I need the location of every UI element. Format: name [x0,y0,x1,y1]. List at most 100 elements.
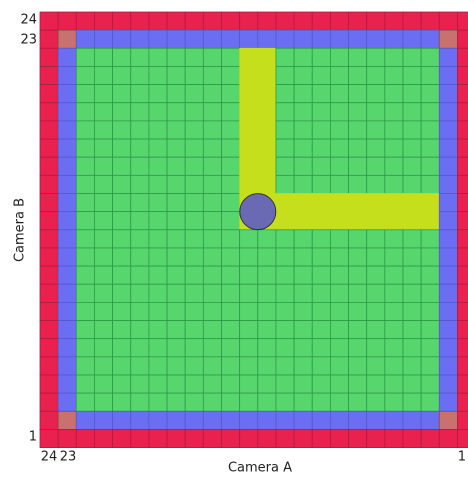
floor-cell [184,356,204,376]
wall-cell [202,429,222,449]
wall-cell [457,283,468,303]
floor-cell [148,247,168,267]
floor-cell [221,47,241,67]
wall-cell [39,120,59,140]
y-tick-label: 24 [20,13,37,28]
wall-cell [457,156,468,176]
wall-cell [39,301,59,321]
floor-cell [221,229,241,249]
floor-cell [348,138,368,158]
wall-cell [39,138,59,158]
border-cell [57,156,77,176]
x-tick-label: 1 [458,450,466,465]
border-cell [438,156,458,176]
path-cell [257,66,277,85]
floor-cell [221,102,241,122]
floor-cell [130,247,150,267]
floor-cell [221,174,241,194]
floor-cell [148,47,168,67]
floor-cell [221,66,241,85]
floor-cell [184,102,204,122]
floor-cell [148,356,168,376]
border-cell [438,247,458,267]
border-cell [94,29,113,49]
border-cell [184,29,204,49]
floor-cell [94,374,113,394]
floor-cell [257,392,277,412]
border-cell [57,84,77,104]
floor-cell [112,193,132,213]
floor-cell [75,392,95,412]
floor-cell [384,66,404,85]
floor-cell [130,138,150,158]
wall-cell [457,174,468,194]
floor-cell [293,84,313,104]
wall-cell [39,356,59,376]
floor-cell [202,120,222,140]
floor-cell [221,84,241,104]
floor-cell [112,102,132,122]
floor-cell [366,338,386,358]
floor-cell [366,229,386,249]
floor-cell [384,47,404,67]
floor-cell [221,156,241,176]
floor-cell [329,120,349,140]
floor-cell [329,338,349,358]
wall-cell [39,174,59,194]
floor-cell [184,138,204,158]
floor-cell [75,120,95,140]
floor-cell [94,338,113,358]
border-cell [402,410,422,430]
floor-cell [75,84,95,104]
floor-cell [384,301,404,321]
floor-cell [112,301,132,321]
floor-cell [75,193,95,213]
floor-cell [329,301,349,321]
floor-cell [275,120,295,140]
floor-cell [148,84,168,104]
floor-cell [420,338,440,358]
floor-cell [311,138,331,158]
floor-cell [239,392,259,412]
floor-cell [112,211,132,231]
wall-cell [39,66,59,85]
floor-cell [202,356,222,376]
floor-cell [112,120,132,140]
floor-cell [221,211,241,231]
floor-cell [221,356,241,376]
wall-cell [257,11,277,31]
floor-cell [257,247,277,267]
floor-cell [184,66,204,85]
floor-cell [112,156,132,176]
border-cell [348,29,368,49]
wall-cell [184,11,204,31]
border-cell [57,320,77,340]
floor-cell [366,301,386,321]
corner-cell [57,29,77,49]
wall-cell [166,429,186,449]
floor-cell [184,193,204,213]
floor-cell [293,283,313,303]
border-cell [438,120,458,140]
border-cell [202,410,222,430]
floor-cell [366,84,386,104]
floor-cell [239,229,259,249]
floor-cell [184,320,204,340]
floor-cell [130,174,150,194]
floor-cell [202,374,222,394]
floor-cell [184,174,204,194]
floor-cell [311,374,331,394]
floor-cell [329,138,349,158]
path-cell [239,66,259,85]
floor-cell [94,356,113,376]
floor-cell [311,174,331,194]
path-cell [239,120,259,140]
border-cell [57,265,77,285]
floor-cell [311,283,331,303]
floor-cell [311,247,331,267]
border-cell [348,410,368,430]
floor-cell [402,392,422,412]
floor-cell [257,229,277,249]
floor-cell [402,374,422,394]
border-cell [57,338,77,358]
